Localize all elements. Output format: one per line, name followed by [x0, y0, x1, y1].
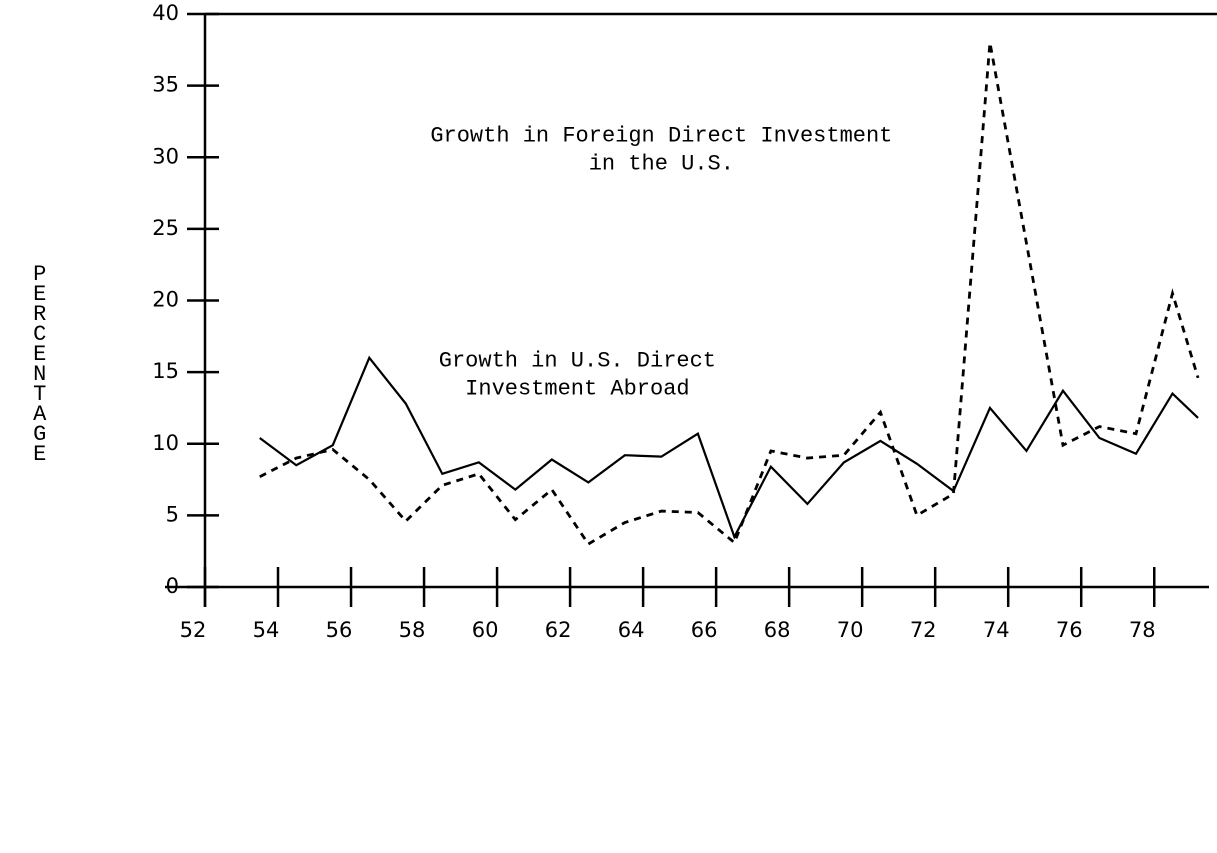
y-tick-label: 20 — [152, 288, 179, 312]
annotation: Investment Abroad — [465, 376, 689, 401]
annotation: Growth in Foreign Direct Investment — [430, 124, 892, 149]
x-tick-label: 62 — [545, 618, 572, 642]
x-tick-label: 70 — [837, 618, 864, 642]
x-tick-label: 52 — [180, 618, 207, 642]
y-tick-label: 5 — [166, 502, 179, 526]
x-tick-label: 78 — [1129, 618, 1156, 642]
x-tick-label: 54 — [253, 618, 280, 642]
line-series — [259, 42, 1200, 546]
y-tick-label: 0 — [166, 574, 179, 598]
line-series — [259, 355, 1199, 540]
y-tick-label: 10 — [152, 431, 179, 455]
x-tick-label: 72 — [910, 618, 937, 642]
y-tick-label: 15 — [152, 359, 179, 383]
x-tick-label: 58 — [399, 618, 426, 642]
x-tick-label: 68 — [764, 618, 791, 642]
y-tick-label: 40 — [152, 1, 179, 25]
y-axis-label: PERCENTAGE — [27, 262, 52, 462]
y-tick-label: 25 — [152, 216, 179, 240]
annotation: in the U.S. — [589, 152, 734, 177]
x-tick-label: 64 — [618, 618, 645, 642]
x-tick-label: 74 — [983, 618, 1010, 642]
y-tick-label: 35 — [152, 73, 179, 97]
x-tick-label: 56 — [326, 618, 353, 642]
x-tick-label: 60 — [472, 618, 499, 642]
x-tick-label: 76 — [1056, 618, 1083, 642]
y-tick-label: 30 — [152, 144, 179, 168]
annotation: Growth in U.S. Direct — [439, 348, 716, 373]
x-tick-label: 66 — [691, 618, 718, 642]
